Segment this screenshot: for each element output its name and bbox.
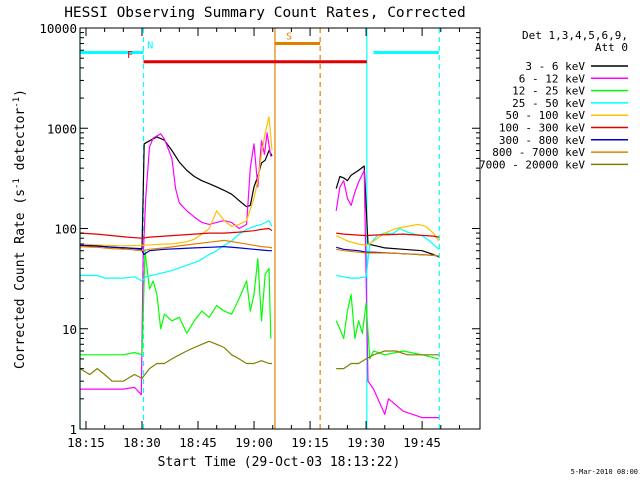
x-tick-label-105: 19:45 xyxy=(403,435,441,450)
series-line-12-25-kev xyxy=(80,250,440,360)
series-line-6-12-kev xyxy=(80,132,439,419)
y-tick-label-1: 1 xyxy=(69,422,77,437)
legend-label-50-100-kev: 50 - 100 keV xyxy=(506,109,586,122)
legend-header-line2: Att 0 xyxy=(595,41,628,54)
plot-data-layer: N F S xyxy=(79,28,440,429)
legend-label-12-25-kev: 12 - 25 keV xyxy=(512,85,585,98)
legend-header-line1: Det 1,3,4,5,6,9, xyxy=(522,29,628,42)
legend-label-300-800-kev: 300 - 800 keV xyxy=(499,134,585,147)
x-tick-label-90: 19:30 xyxy=(347,435,385,450)
x-tick-label-15: 18:15 xyxy=(67,435,105,450)
legend-label-7000-20000-kev: 7000 - 20000 keV xyxy=(479,158,585,171)
x-axis-label: Start Time (29-Oct-03 18:13:22) xyxy=(158,455,401,470)
y-axis-label: Corrected Count Rate (s-1 detector-1) xyxy=(12,89,28,369)
legend-label-100-300-kev: 100 - 300 keV xyxy=(499,122,585,135)
legend-label-6-12-kev: 6 - 12 keV xyxy=(519,72,586,85)
y-tick-label-10: 10 xyxy=(62,322,77,337)
legend-label-25-50-kev: 25 - 50 keV xyxy=(512,97,585,110)
series-line-100-300-kev xyxy=(79,227,440,239)
y-tick-label-1000: 1000 xyxy=(47,121,77,136)
y-tick-label-10000: 10000 xyxy=(39,21,77,36)
x-tick-label-75: 19:15 xyxy=(291,435,329,450)
series-line-7000-20000-kev xyxy=(79,340,439,382)
plot-frame xyxy=(79,27,481,430)
x-tick-label-30: 18:30 xyxy=(123,435,161,450)
legend-label-800-7000-kev: 800 - 7000 keV xyxy=(492,146,585,159)
series-line-3-6-kev xyxy=(79,136,440,258)
state-bar-label-n: N xyxy=(147,40,153,51)
y-tick-label-100: 100 xyxy=(54,222,77,237)
state-bar-label-f: F xyxy=(127,50,133,61)
legend-label-3-6-kev: 3 - 6 keV xyxy=(525,60,585,73)
series-line-300-800-kev xyxy=(79,244,439,257)
series-line-800-7000-kev xyxy=(79,239,439,257)
x-tick-label-60: 19:00 xyxy=(235,435,273,450)
axes-layer: 18:15 18:30 18:45 19:00 19:15 19:30 19:45 1 10 10… xyxy=(39,21,480,450)
footer-timestamp: 5-Mar-2010 08:00 xyxy=(571,468,638,476)
x-tick-label-45: 18:45 xyxy=(179,435,217,450)
chart-title: HESSI Observing Summary Count Rates, Cor… xyxy=(64,5,466,21)
series-line-50-100-kev xyxy=(79,116,440,247)
state-bar-label-s: S xyxy=(286,32,292,43)
